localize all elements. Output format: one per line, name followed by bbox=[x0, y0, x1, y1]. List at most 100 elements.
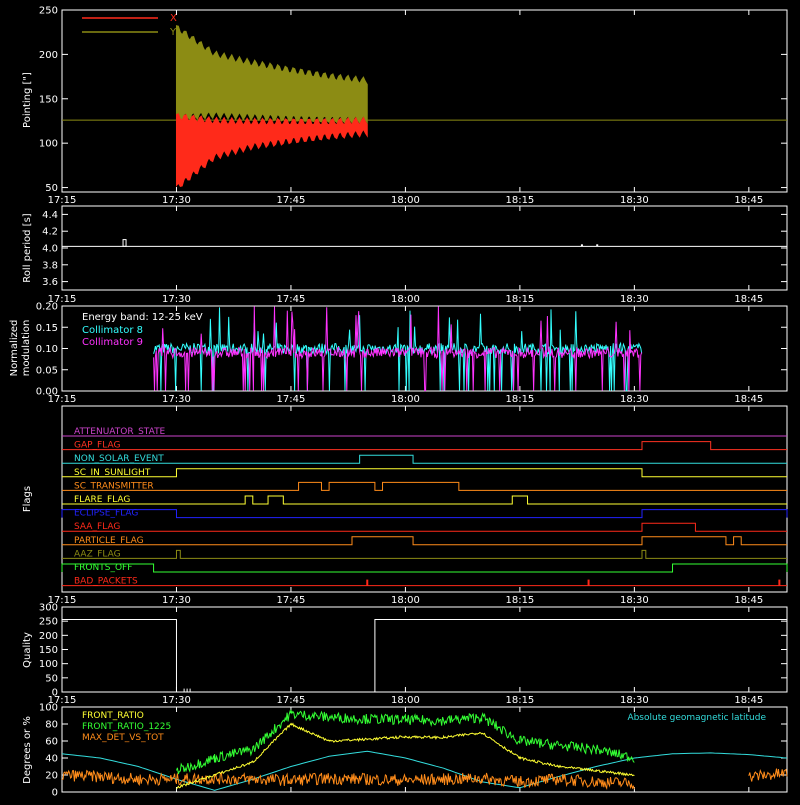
y-axis-label: Quality bbox=[22, 632, 33, 668]
y-tick-label: 50 bbox=[45, 673, 58, 684]
legend-label: Collimator 8 bbox=[82, 325, 143, 336]
roll-period-blip bbox=[580, 244, 583, 247]
x-tick-label: 17:15 bbox=[48, 695, 77, 706]
x-tick-label: 18:15 bbox=[505, 195, 534, 206]
x-tick-label: 18:15 bbox=[505, 595, 534, 606]
plot-frame bbox=[61, 405, 788, 593]
y-tick-label: 3.8 bbox=[42, 260, 58, 271]
pointing-panel: 50 100 150 200 250 Pointing ["] XY bbox=[22, 6, 788, 194]
y-tick-label: 200 bbox=[39, 50, 58, 61]
ratios-panel: 0 20 40 60 80 100 Degrees or % FRONT_RATIOFRONT… bbox=[22, 703, 788, 799]
latitude-annotation: Absolute geomagnetic latitude bbox=[627, 713, 766, 723]
y-axis-label: Normalized bbox=[9, 320, 20, 377]
x-tick-label: 17:45 bbox=[277, 195, 306, 206]
x-tick-label: 17:30 bbox=[162, 394, 191, 405]
y-tick-label: 150 bbox=[39, 645, 58, 656]
legend-label: MAX_DET_VS_TOT bbox=[82, 733, 164, 743]
roll-period-spike bbox=[122, 239, 127, 247]
flag-line bbox=[62, 549, 787, 559]
y-tick-label: 20 bbox=[45, 771, 58, 782]
y-tick-label: 4.4 bbox=[42, 210, 58, 221]
flag-label: SAA_FLAG bbox=[74, 522, 120, 532]
x-tick-label: 18:15 bbox=[505, 394, 534, 405]
flag-label: BAD_PACKETS bbox=[74, 577, 138, 587]
legend-label: Collimator 9 bbox=[82, 337, 143, 348]
flag-eclipse-flag: ECLIPSE_FLAG bbox=[61, 509, 788, 519]
quality-panel: 0 50 100 150 200 250 300 Quality bbox=[22, 603, 788, 699]
plot-frame bbox=[61, 205, 788, 291]
flag-aaz-flag: AAZ_FLAG bbox=[62, 549, 787, 559]
x-tick-label: 18:00 bbox=[391, 294, 420, 305]
y-tick-label: 0.05 bbox=[36, 365, 58, 376]
x-tick-label: 18:45 bbox=[734, 695, 763, 706]
y-axis-label: Flags bbox=[22, 486, 33, 512]
flag-fronts-off: FRONTS_OFF bbox=[61, 563, 788, 573]
y-tick-label: 0 bbox=[52, 788, 58, 799]
flag-line bbox=[62, 522, 787, 532]
flag-label: FRONTS_OFF bbox=[74, 563, 132, 573]
energy-band-annotation: Energy band: 12-25 keV bbox=[82, 312, 203, 323]
x-tick-label: 18:00 bbox=[391, 394, 420, 405]
x-tick-label: 17:45 bbox=[277, 595, 306, 606]
y-tick-label: 100 bbox=[39, 703, 58, 714]
y-axis-label: Degrees or % bbox=[22, 716, 33, 784]
x-tick-label: 17:15 bbox=[48, 195, 77, 206]
legend-label: Y bbox=[169, 27, 177, 38]
x-tick-label: 18:45 bbox=[734, 394, 763, 405]
y-tick-label: 0.10 bbox=[36, 344, 58, 355]
modulation-panel: 0.00 0.05 0.10 0.15 0.20 Normalized modulation… bbox=[9, 302, 788, 398]
flag-non-solar-event: NON_SOLAR_EVENT bbox=[62, 454, 787, 464]
flag-sc-transmitter: SC_TRANSMITTER bbox=[62, 481, 787, 491]
x-tick-label: 17:45 bbox=[277, 695, 306, 706]
y-axis-label: Pointing ["] bbox=[22, 72, 33, 128]
flag-line bbox=[62, 441, 787, 451]
flag-particle-flag: PARTICLE_FLAG bbox=[62, 536, 787, 546]
series-max-det-vs-tot-line bbox=[61, 768, 788, 791]
y-tick-label: 250 bbox=[39, 6, 58, 17]
x-tick-label: 17:15 bbox=[48, 595, 77, 606]
x-tick-label: 17:30 bbox=[162, 195, 191, 206]
series-front-ratio-line bbox=[176, 722, 635, 790]
x-tick-label: 17:15 bbox=[48, 394, 77, 405]
legend-label: FRONT_RATIO_1225 bbox=[82, 722, 171, 732]
series-latitude-line bbox=[61, 750, 788, 791]
y-tick-label: 100 bbox=[39, 659, 58, 670]
x-tick-label: 18:45 bbox=[734, 294, 763, 305]
y-tick-label: 4.2 bbox=[42, 227, 58, 238]
flag-label: SC_IN_SUNLIGHT bbox=[74, 468, 151, 478]
legend-label: FRONT_RATIO bbox=[82, 711, 144, 721]
x-tick-label: 18:30 bbox=[620, 394, 649, 405]
series-collimator-9-line bbox=[153, 306, 643, 392]
flag-gap-flag: GAP_FLAG bbox=[62, 441, 787, 451]
x-tick-label: 18:00 bbox=[391, 695, 420, 706]
y-tick-label: 60 bbox=[45, 737, 58, 748]
x-tick-label: 18:30 bbox=[620, 695, 649, 706]
series-y-envelope bbox=[175, 25, 368, 125]
y-tick-label: 0.20 bbox=[36, 302, 58, 313]
x-tick-label: 17:30 bbox=[162, 695, 191, 706]
x-tick-label: 17:30 bbox=[162, 294, 191, 305]
flag-label: PARTICLE_FLAG bbox=[74, 536, 144, 546]
roll-period-blip bbox=[596, 244, 599, 247]
flag-label: FLARE_FLAG bbox=[74, 495, 130, 505]
flag-line bbox=[62, 454, 787, 464]
x-tick-label: 18:30 bbox=[620, 294, 649, 305]
flags-panel: Flags ATTENUATOR_STATE GAP_FLAG NON_SOLAR_E… bbox=[22, 405, 788, 593]
x-tick-label: 17:30 bbox=[162, 595, 191, 606]
y-axis-label: Roll period [s] bbox=[22, 213, 33, 282]
y-tick-label: 250 bbox=[39, 617, 58, 628]
x-tick-label: 18:00 bbox=[391, 595, 420, 606]
quality-line bbox=[62, 618, 787, 693]
x-tick-label: 18:15 bbox=[505, 695, 534, 706]
x-tick-label: 18:45 bbox=[734, 195, 763, 206]
flag-line bbox=[62, 481, 787, 491]
y-tick-label: 150 bbox=[39, 94, 58, 105]
x-tick-label: 18:30 bbox=[620, 195, 649, 206]
y-tick-label: 0 bbox=[52, 688, 58, 699]
y-tick-label: 80 bbox=[45, 720, 58, 731]
y-tick-label: 100 bbox=[39, 139, 58, 150]
series-x-envelope bbox=[175, 113, 368, 187]
flag-label: AAZ_FLAG bbox=[74, 549, 121, 559]
flag-label: ECLIPSE_FLAG bbox=[74, 509, 138, 519]
